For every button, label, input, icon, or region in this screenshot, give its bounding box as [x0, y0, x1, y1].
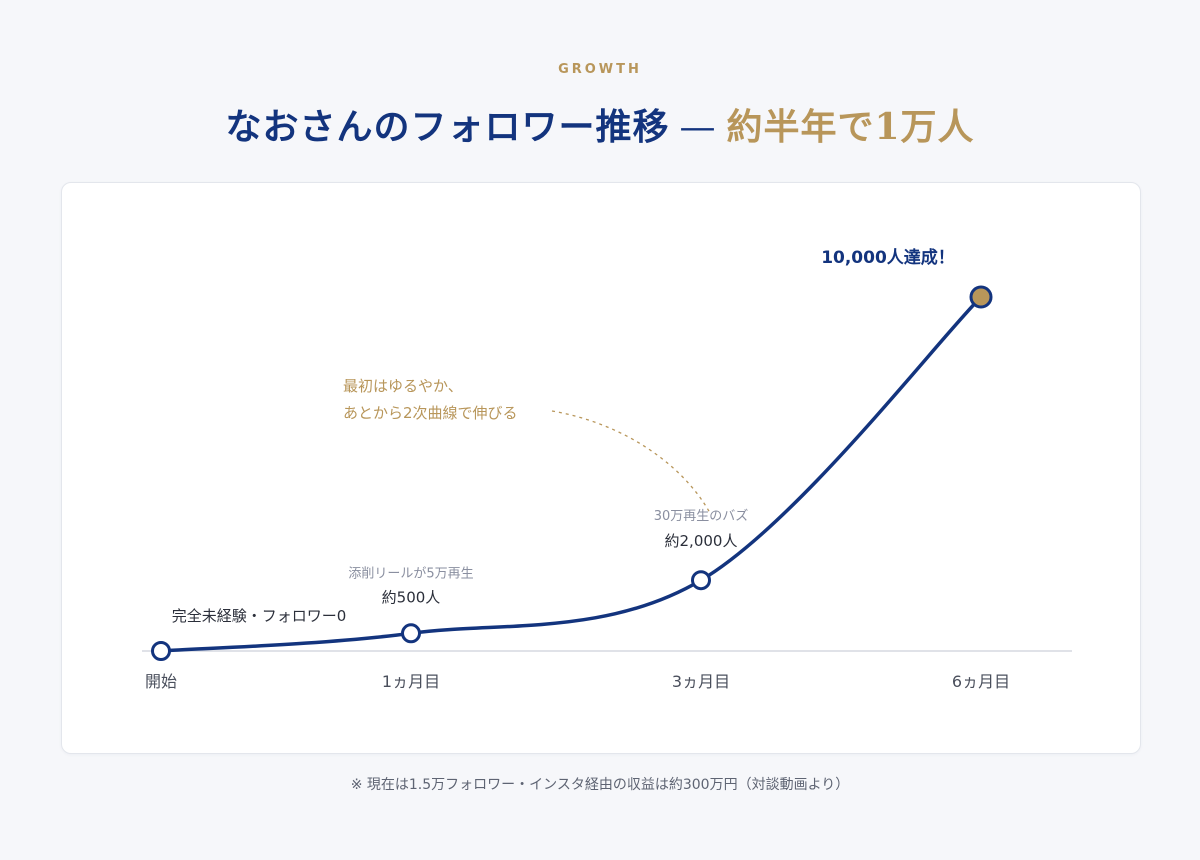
- data-point: [691, 570, 711, 591]
- annotation-connector: [551, 410, 711, 514]
- title-main: なおさんのフォロワー推移: [225, 106, 670, 148]
- title-dash: —: [679, 107, 717, 148]
- x-tick-label: 開始: [145, 672, 177, 691]
- point-caption: 添削リールが5万再生: [348, 566, 473, 581]
- x-tick-label: 3ヵ月目: [672, 672, 730, 691]
- data-point-goal: [969, 285, 993, 309]
- x-tick-label: 1ヵ月目: [382, 672, 440, 691]
- data-point: [151, 641, 171, 661]
- footnote: ※ 現在は1.5万フォロワー・インスタ経由の収益は約300万円（対談動画より）: [350, 777, 850, 793]
- annotation-text: あとから2次曲線で伸びる: [343, 404, 518, 422]
- value-label: 約500人: [382, 588, 441, 606]
- value-label: 約2,000人: [665, 532, 738, 550]
- value-label: 完全未経験・フォロワー0: [172, 607, 347, 625]
- point-caption: 30万再生のバズ: [654, 508, 749, 524]
- page-title: なおさんのフォロワー推移 — 約半年で1万人: [0, 98, 1200, 150]
- x-tick-label: 6ヵ月目: [952, 672, 1010, 691]
- follower-growth-chart: 開始 1ヵ月目 3ヵ月目 6ヵ月目 完全未経験・フォロワー0 添削リールが5万再生約500…: [142, 247, 1072, 691]
- data-point: [401, 623, 421, 644]
- series-line: [159, 295, 983, 653]
- title-accent: 約半年で1万人: [726, 106, 975, 148]
- annotation-text: 最初はゆるやか、: [343, 377, 463, 395]
- section-eyebrow: GROWTH: [558, 62, 642, 77]
- chart-card: 開始 1ヵ月目 3ヵ月目 6ヵ月目 完全未経験・フォロワー0 添削リールが5万再生 約500…: [61, 182, 1141, 754]
- value-label-goal: 10,000人達成！: [821, 247, 955, 268]
